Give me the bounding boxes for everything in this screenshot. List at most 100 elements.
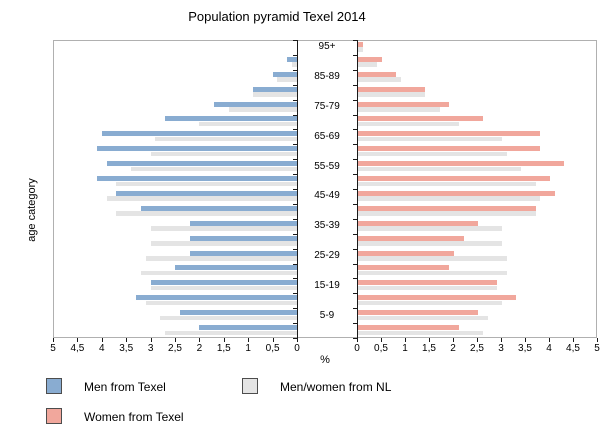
x-tick-label: 3,5	[518, 343, 532, 354]
y-axis-tick	[353, 233, 357, 235]
bar-men-from-texel-0-4	[199, 325, 297, 331]
bar-men-from-texel-80-84	[253, 86, 297, 92]
left-zero-axis	[297, 40, 298, 338]
bar-women-from-texel-40-44	[358, 205, 536, 211]
x-axis-tick	[573, 338, 574, 342]
bar-men-women-from-nl-left-55-59	[131, 166, 297, 172]
x-tick-label: 2,5	[470, 343, 484, 354]
bar-men-from-texel-10-14	[135, 295, 297, 301]
bar-women-from-texel-95plus	[358, 41, 363, 47]
bar-men-from-texel-75-79	[214, 101, 297, 107]
y-axis-tick	[353, 99, 357, 101]
bar-women-from-texel-0-4	[358, 325, 459, 331]
y-axis-tick	[293, 84, 297, 86]
y-axis-tick	[293, 114, 297, 116]
y-axis-tick	[293, 293, 297, 295]
bar-men-women-from-nl-left-45-49	[106, 196, 297, 201]
y-axis-tick	[353, 248, 357, 250]
x-tick-label: 1,5	[422, 343, 436, 354]
bar-men-from-texel-20-24	[175, 265, 297, 271]
legend-swatch-women-texel	[46, 408, 62, 424]
x-tick-label: 5	[594, 343, 600, 354]
bar-men-from-texel-85-89	[272, 71, 297, 77]
bar-men-women-from-nl-right-75-79	[358, 107, 440, 112]
age-label-75-79: 75-79	[314, 101, 340, 113]
bar-women-from-texel-30-34	[358, 235, 464, 241]
bar-men-women-from-nl-left-50-54	[116, 181, 297, 187]
bar-men-women-from-nl-left-85-89	[277, 77, 297, 82]
bar-men-women-from-nl-left-15-19	[150, 285, 297, 291]
bar-men-from-texel-90-94	[287, 56, 297, 62]
x-tick-label: 5	[50, 343, 56, 354]
x-axis-tick	[405, 338, 406, 342]
bar-women-from-texel-35-39	[358, 220, 478, 226]
bar-men-from-texel-35-39	[189, 220, 297, 226]
y-axis-tick	[293, 174, 297, 176]
y-axis-tick	[293, 40, 297, 41]
y-axis-tick	[293, 189, 297, 190]
age-label-85-89: 85-89	[314, 71, 340, 83]
x-tick-label: 1	[245, 343, 251, 354]
x-axis-tick	[357, 338, 358, 342]
bar-men-from-texel-65-69	[101, 131, 297, 137]
bar-women-from-texel-5-9	[358, 310, 478, 316]
bar-men-from-texel-25-29	[189, 250, 297, 256]
bar-men-from-texel-45-49	[116, 190, 297, 196]
y-axis-tick	[293, 323, 297, 325]
bar-women-from-texel-25-29	[358, 250, 454, 256]
bar-women-from-texel-70-74	[358, 116, 483, 122]
right-zero-axis	[357, 40, 358, 338]
legend-label-women-texel: Women from Texel	[84, 410, 184, 424]
x-axis-tick	[525, 338, 526, 342]
bar-women-from-texel-65-69	[358, 131, 541, 137]
y-axis-label: age category	[26, 178, 38, 242]
bar-men-women-from-nl-right-70-74	[358, 121, 459, 127]
x-tick-label: 0,5	[265, 343, 280, 354]
x-axis-tick	[549, 338, 550, 342]
bar-men-women-from-nl-right-85-89	[358, 77, 402, 82]
y-axis-tick	[353, 263, 357, 265]
bar-men-women-from-nl-right-90-94	[358, 62, 378, 67]
x-axis-label: %	[320, 354, 330, 366]
bar-men-women-from-nl-right-20-24	[358, 270, 507, 276]
bar-women-from-texel-90-94	[358, 56, 382, 62]
x-tick-label: 1,5	[216, 343, 231, 354]
bar-men-from-texel-15-19	[150, 280, 297, 286]
bar-men-women-from-nl-right-10-14	[358, 300, 502, 306]
x-axis-tick	[199, 338, 201, 342]
age-label-25-29: 25-29	[314, 250, 340, 262]
x-axis-tick	[150, 338, 152, 342]
bar-women-from-texel-10-14	[358, 295, 517, 301]
x-tick-label: 0,5	[374, 343, 388, 354]
x-tick-label: 2,5	[168, 343, 182, 354]
y-axis-tick	[353, 203, 357, 205]
bar-women-from-texel-50-54	[358, 176, 550, 182]
y-axis-tick	[293, 129, 297, 131]
bar-men-women-from-nl-left-0-4	[165, 330, 297, 336]
bar-men-from-texel-5-9	[179, 310, 297, 316]
age-label-95plus: 95+	[318, 41, 336, 53]
y-axis-tick	[353, 189, 357, 190]
bar-men-women-from-nl-right-30-34	[358, 241, 502, 246]
x-axis-tick	[175, 338, 176, 342]
y-axis-tick	[293, 338, 297, 339]
y-axis-tick	[353, 159, 357, 161]
x-axis-tick	[429, 338, 430, 342]
y-axis-tick	[353, 54, 357, 56]
bar-women-from-texel-85-89	[358, 71, 397, 77]
x-axis-tick	[477, 338, 478, 342]
bar-women-from-texel-80-84	[358, 86, 426, 92]
bar-men-women-from-nl-left-90-94	[292, 62, 297, 67]
bar-men-from-texel-55-59	[106, 161, 297, 167]
y-axis-tick	[293, 278, 297, 280]
x-axis-tick	[272, 338, 274, 342]
age-label-45-49: 45-49	[314, 190, 340, 202]
y-axis-tick	[353, 323, 357, 325]
bar-men-from-texel-70-74	[165, 116, 297, 122]
x-axis-tick	[501, 338, 502, 342]
x-tick-label: 3,5	[119, 343, 134, 354]
y-axis-tick	[293, 218, 297, 220]
bar-men-from-texel-30-34	[189, 235, 297, 241]
age-label-55-59: 55-59	[314, 160, 340, 172]
